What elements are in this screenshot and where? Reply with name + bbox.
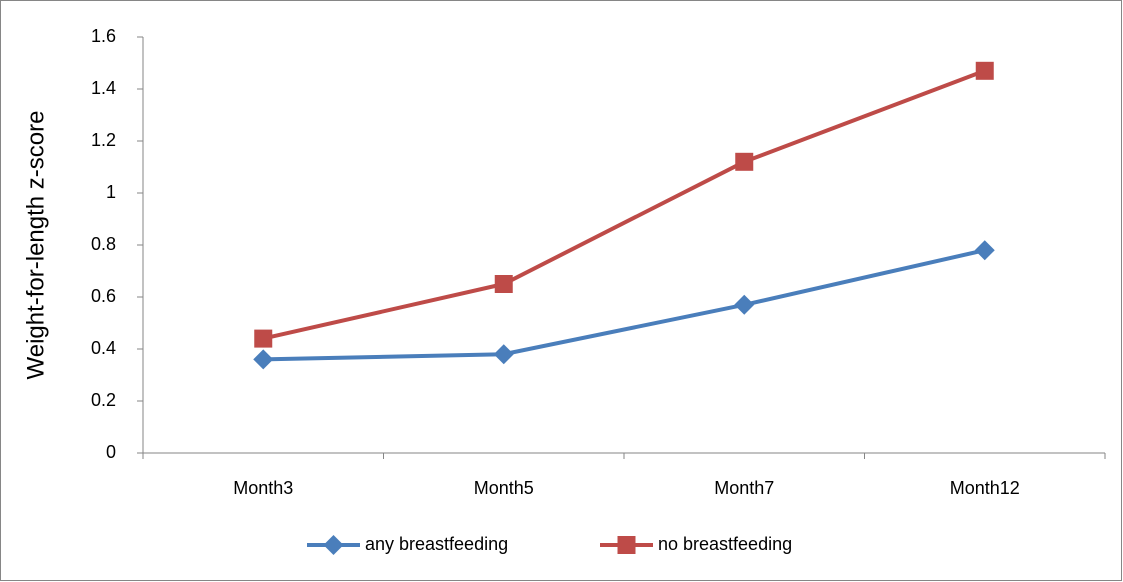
legend-marker [617, 536, 636, 554]
series-line [263, 248, 986, 362]
legend-label: any breastfeeding [365, 534, 508, 554]
x-tick-label: Month5 [474, 478, 534, 498]
y-axis-title: Weight-for-length z-score [22, 111, 49, 380]
marker [974, 240, 995, 261]
x-tick-label: Month3 [233, 478, 293, 498]
y-tick-label: 1.2 [91, 130, 116, 150]
marker [253, 349, 274, 370]
x-tick-label: Month7 [714, 478, 774, 498]
marker [254, 329, 273, 348]
marker [975, 61, 994, 80]
marker [493, 344, 514, 365]
y-tick-label: 0.8 [91, 234, 116, 254]
marker [734, 294, 755, 315]
y-tick-label: 0.6 [91, 286, 116, 306]
y-tick-label: 0 [106, 442, 116, 462]
y-tick-label: 1 [106, 182, 116, 202]
y-tick-label: 1.4 [91, 78, 116, 98]
x-tick-label: Month12 [950, 478, 1020, 498]
legend-marker [323, 535, 344, 555]
y-tick-label: 0.2 [91, 390, 116, 410]
y-tick-label: 1.6 [91, 26, 116, 46]
marker [494, 275, 513, 293]
y-tick-label: 0.4 [91, 338, 116, 358]
marker [735, 152, 754, 171]
legend-label: no breastfeeding [658, 534, 792, 554]
series-line [262, 68, 986, 341]
